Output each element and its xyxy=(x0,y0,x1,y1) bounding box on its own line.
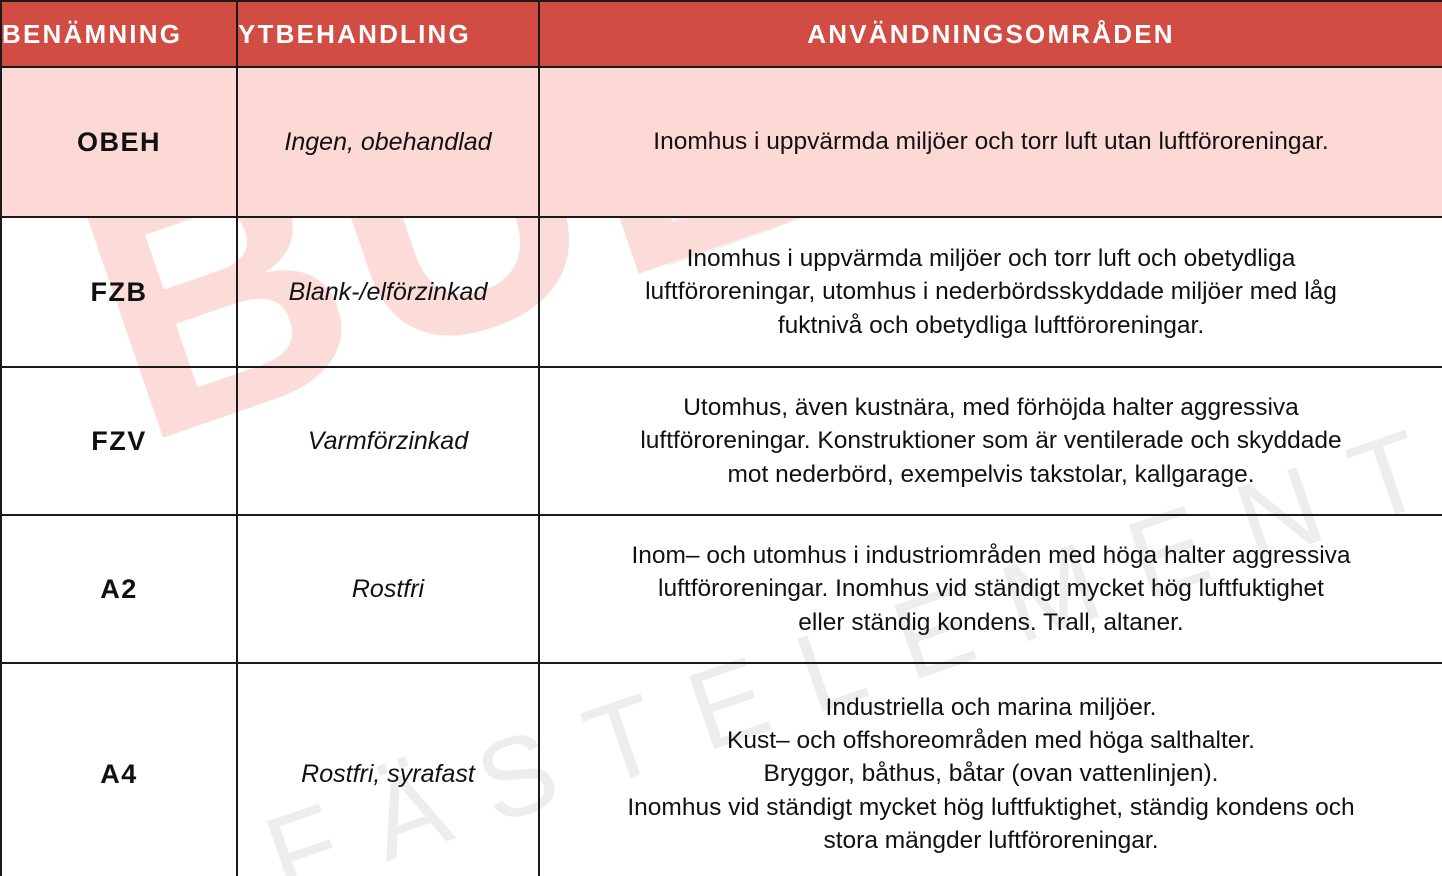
cell-code: FZV xyxy=(0,366,238,516)
usage-line: Inomhus i uppvärmda miljöer och torr luf… xyxy=(686,245,1296,273)
usage-line: Inomhus vid ständigt mycket hög luftfukt… xyxy=(627,793,1355,821)
cell-surface: Varmförzinkad xyxy=(236,366,540,516)
cell-usage: Inom– och utomhus i industriområden med … xyxy=(538,514,1442,664)
usage-line: luftföroreningar, utomhus i nederbördssk… xyxy=(645,278,1337,306)
cell-code: FZB xyxy=(0,216,238,368)
cell-code: OBEH xyxy=(0,66,238,218)
cell-code: A2 xyxy=(0,514,238,664)
usage-line: Inom– och utomhus i industriområden med … xyxy=(631,542,1351,570)
cell-usage: Inomhus i uppvärmda miljöer och torr luf… xyxy=(538,216,1442,368)
cell-code: A4 xyxy=(0,662,238,876)
cell-surface: Rostfri, syrafast xyxy=(236,662,540,876)
cell-usage: Industriella och marina miljöer. Kust– o… xyxy=(538,662,1442,876)
cell-surface: Ingen, obehandlad xyxy=(236,66,540,218)
usage-line: Kust– och offshoreområden med höga salth… xyxy=(727,727,1255,755)
table-row: FZB Blank-/elförzinkad Inomhus i uppvärm… xyxy=(0,216,1442,368)
usage-line: Bryggor, båthus, båtar (ovan vattenlinje… xyxy=(763,760,1219,788)
cell-usage: Utomhus, även kustnära, med förhöjda hal… xyxy=(538,366,1442,516)
column-header-ytbehandling: YTBEHANDLING xyxy=(236,0,540,68)
table-row: OBEH Ingen, obehandlad Inomhus i uppvärm… xyxy=(0,66,1442,218)
cell-surface: Rostfri xyxy=(236,514,540,664)
table-row: FZV Varmförzinkad Utomhus, även kustnära… xyxy=(0,366,1442,516)
usage-line: Industriella och marina miljöer. xyxy=(825,693,1157,721)
usage-line: mot nederbörd, exempelvis takstolar, kal… xyxy=(727,460,1255,488)
table-header: BENÄMNING YTBEHANDLING ANVÄNDNINGSOMRÅDE… xyxy=(0,0,1442,68)
cell-usage: Inomhus i uppvärmda miljöer och torr luf… xyxy=(538,66,1442,218)
table-row: A2 Rostfri Inom– och utomhus i industrio… xyxy=(0,514,1442,664)
usage-line: Utomhus, även kustnära, med förhöjda hal… xyxy=(683,394,1299,422)
table-header-row: BENÄMNING YTBEHANDLING ANVÄNDNINGSOMRÅDE… xyxy=(0,0,1442,68)
usage-line: luftföroreningar. Konstruktioner som är … xyxy=(640,427,1342,455)
column-header-benamning: BENÄMNING xyxy=(0,0,238,68)
table-body: OBEH Ingen, obehandlad Inomhus i uppvärm… xyxy=(0,66,1442,876)
column-header-anvandningsomraden: ANVÄNDNINGSOMRÅDEN xyxy=(538,0,1442,68)
usage-line: fuktnivå och obetydliga luftföroreningar… xyxy=(777,311,1205,339)
table-row: A4 Rostfri, syrafast Industriella och ma… xyxy=(0,662,1442,876)
usage-line: eller ständig kondens. Trall, altaner. xyxy=(798,608,1184,636)
usage-line: stora mängder luftföroreningar. xyxy=(823,826,1159,854)
cell-surface: Blank-/elförzinkad xyxy=(236,216,540,368)
usage-line: Inomhus i uppvärmda miljöer och torr luf… xyxy=(653,128,1329,156)
usage-line: luftföroreningar. Inomhus vid ständigt m… xyxy=(658,575,1324,603)
